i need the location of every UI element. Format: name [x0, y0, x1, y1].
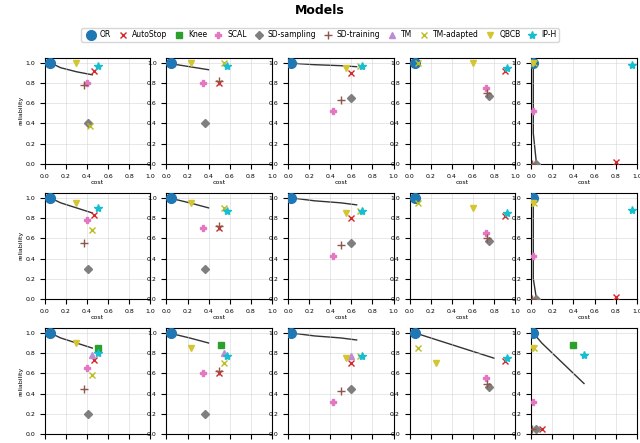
X-axis label: cost: cost [577, 180, 591, 185]
Text: (a) CLEF2017 (Recall$_t$=0.8): (a) CLEF2017 (Recall$_t$=0.8) [54, 204, 141, 214]
Y-axis label: reliability: reliability [19, 231, 24, 260]
X-axis label: cost: cost [91, 180, 104, 185]
Text: (f) CLEF2017 (Recall$_t$=0.9): (f) CLEF2017 (Recall$_t$=0.9) [55, 339, 140, 349]
Legend: OR, AutoStop, Knee, SCAL, SD-sampling, SD-training, TM, TM-adapted, QBCB, IP-H: OR, AutoStop, Knee, SCAL, SD-sampling, S… [81, 28, 559, 42]
X-axis label: cost: cost [334, 315, 348, 320]
Text: (d) TR (Recall$_t$=0.8): (d) TR (Recall$_t$=0.8) [431, 204, 494, 214]
X-axis label: cost: cost [577, 315, 591, 320]
X-axis label: cost: cost [91, 315, 104, 320]
Y-axis label: reliability: reliability [19, 96, 24, 125]
X-axis label: cost: cost [456, 315, 469, 320]
X-axis label: cost: cost [334, 180, 348, 185]
Text: (e) Legal (Recall$_t$=0.8): (e) Legal (Recall$_t$=0.8) [548, 204, 620, 214]
Text: (i) TR (Recall$_t$=0.9): (i) TR (Recall$_t$=0.9) [432, 339, 493, 349]
Text: Models: Models [295, 4, 345, 17]
X-axis label: cost: cost [212, 315, 226, 320]
Text: (b) CLEF2018 (Recall$_t$=0.8): (b) CLEF2018 (Recall$_t$=0.8) [176, 204, 262, 214]
Text: (h) CLEF2019 (Recall$_t$=0.9): (h) CLEF2019 (Recall$_t$=0.9) [298, 339, 384, 349]
Text: (c) CLEF2019 (Recall$_t$=0.8): (c) CLEF2019 (Recall$_t$=0.8) [298, 204, 384, 214]
Y-axis label: reliability: reliability [19, 366, 24, 396]
Text: (j) Legal (Recall$_t$=0.9): (j) Legal (Recall$_t$=0.9) [549, 339, 619, 349]
X-axis label: cost: cost [456, 180, 469, 185]
X-axis label: cost: cost [212, 180, 226, 185]
Text: (g) CLEF2018 (Recall$_t$=0.9): (g) CLEF2018 (Recall$_t$=0.9) [176, 339, 262, 349]
